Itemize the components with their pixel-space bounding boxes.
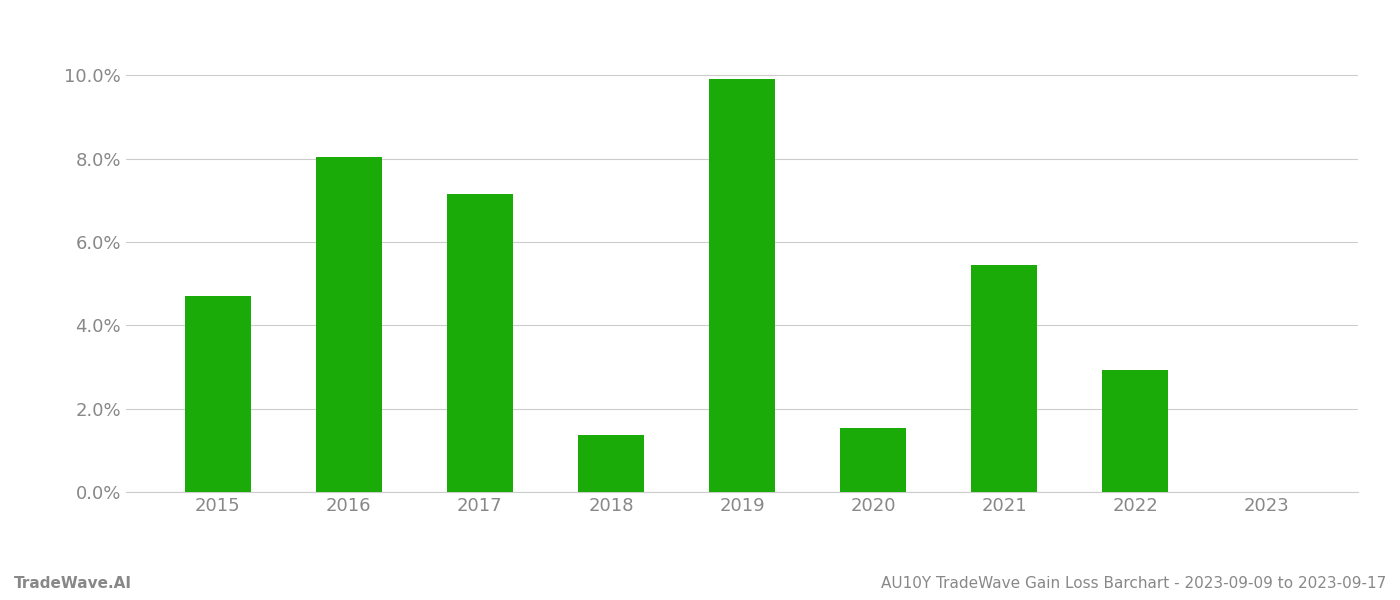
Text: TradeWave.AI: TradeWave.AI [14, 576, 132, 591]
Bar [710, 79, 774, 492]
Text: AU10Y TradeWave Gain Loss Barchart - 2023-09-09 to 2023-09-17: AU10Y TradeWave Gain Loss Barchart - 202… [881, 576, 1386, 591]
Bar [185, 296, 251, 492]
Bar [447, 194, 512, 492]
Bar [1102, 370, 1168, 492]
Bar [840, 428, 906, 492]
Bar [316, 157, 382, 492]
Bar [578, 434, 644, 492]
Bar [972, 265, 1037, 492]
